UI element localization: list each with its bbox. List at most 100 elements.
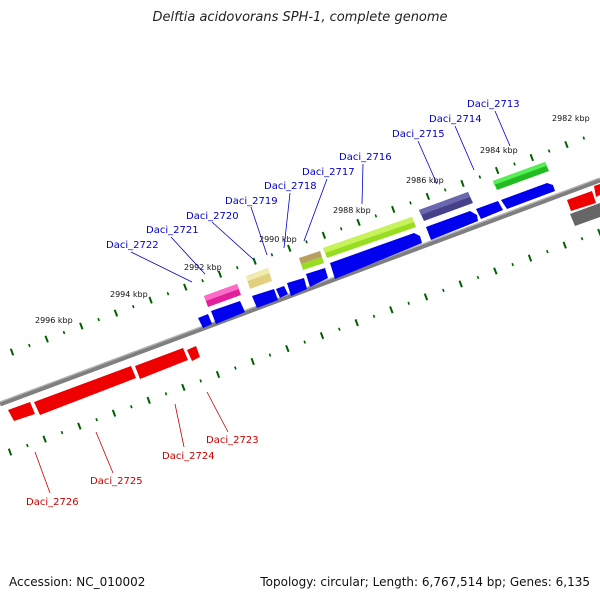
upper-scale-tick (391, 205, 396, 214)
scale-label-2984: 2984 kbp (480, 146, 518, 155)
gene-daci-2722-top (204, 284, 239, 301)
gene-daci-2723[interactable] (187, 346, 200, 361)
label-daci-2722[interactable]: Daci_2722 (106, 240, 159, 251)
leader-daci-2721 (170, 236, 206, 275)
upper-scale-tick (252, 257, 257, 265)
reverse-leader-lines (34, 391, 229, 494)
forward-colored-genes (204, 162, 549, 307)
label-daci-2713[interactable]: Daci_2713 (467, 99, 520, 110)
scale-label-2982: 2982 kbp (552, 114, 590, 123)
forward-gene-5[interactable] (306, 268, 328, 287)
gene-daci-2724[interactable] (135, 348, 188, 379)
forward-gene-7[interactable] (276, 286, 288, 298)
lower-scale-tick (442, 288, 445, 293)
forward-gene-10[interactable] (198, 314, 212, 328)
lower-scale-tick (199, 379, 202, 383)
lower-scale-tick (354, 319, 359, 327)
gene-daci-2717-lower (301, 257, 324, 270)
forward-gene-1[interactable] (501, 183, 555, 209)
upper-scale-tick (356, 218, 361, 226)
label-daci-2719[interactable]: Daci_2719 (225, 196, 278, 207)
upper-scale-tick (235, 266, 239, 270)
lower-scale-tick (407, 301, 410, 305)
forward-gene-6[interactable] (287, 278, 307, 296)
lower-scale-tick (423, 293, 429, 301)
label-daci-2714[interactable]: Daci_2714 (429, 114, 482, 125)
leader-daci-2717 (303, 178, 328, 242)
label-daci-2720[interactable]: Daci_2720 (186, 211, 239, 222)
upper-scale-tick (28, 343, 31, 348)
upper-scale-tick (166, 291, 170, 296)
lower-scale-tick (42, 435, 47, 443)
gene-daci-2726[interactable] (8, 402, 35, 421)
forward-gene-8[interactable] (252, 289, 278, 308)
lower-scale-tick (7, 448, 13, 456)
accession-text: Accession: NC_010002 (9, 575, 146, 589)
scale-label-2988: 2988 kbp (333, 206, 371, 215)
lower-scale-tick (458, 280, 463, 288)
reverse-gene-right-red-2[interactable] (594, 184, 600, 197)
lower-scale-tick (527, 254, 533, 262)
forward-gene-labels: Daci_2713 Daci_2714 Daci_2715 Daci_2716 … (106, 99, 520, 251)
gene-daci-2719-top (246, 268, 270, 281)
lower-scale-tick (546, 249, 549, 254)
leader-daci-2718 (283, 192, 291, 249)
scale-label-2994: 2994 kbp (110, 290, 148, 299)
lower-scale-tick (26, 443, 29, 448)
leader-daci-2713 (494, 110, 511, 147)
reverse-genes (8, 184, 600, 421)
lower-scale-tick (580, 237, 584, 241)
gene-daci-2714-shadow (493, 162, 546, 185)
forward-gene-4[interactable] (330, 233, 422, 279)
lower-scale-tick (389, 306, 394, 314)
upper-scale-tick (44, 335, 49, 343)
lower-scale-tick (493, 267, 498, 275)
lower-scale-tick (234, 366, 237, 370)
label-daci-2725[interactable]: Daci_2725 (90, 476, 143, 487)
upper-scale-tick (287, 244, 292, 252)
upper-scale-tick (132, 304, 135, 309)
upper-scale-tick (148, 296, 153, 304)
lower-scale-tick (476, 275, 480, 280)
reverse-gene-right-red[interactable] (567, 191, 596, 211)
topology-summary: Topology: circular; Length: 6,767,514 bp… (260, 575, 590, 589)
gene-daci-2716-top (323, 217, 414, 253)
upper-scale-tick (270, 253, 274, 257)
label-daci-2721[interactable]: Daci_2721 (146, 225, 199, 236)
label-daci-2724[interactable]: Daci_2724 (162, 451, 215, 462)
reverse-gene-right-grey[interactable] (570, 203, 600, 226)
lower-scale-tick (77, 422, 82, 430)
scale-label-2992: 2992 kbp (184, 263, 222, 272)
lower-scale-tick (319, 332, 325, 340)
upper-scale-tick (62, 330, 66, 335)
lower-tick-row (7, 228, 600, 456)
forward-gene-2[interactable] (476, 201, 503, 219)
label-daci-2716[interactable]: Daci_2716 (339, 152, 392, 163)
label-daci-2723[interactable]: Daci_2723 (206, 435, 259, 446)
gene-daci-2717[interactable] (299, 251, 322, 264)
upper-scale-tick (494, 166, 500, 175)
forward-gene-3[interactable] (426, 211, 478, 240)
leader-daci-2723 (206, 391, 229, 433)
forward-gene-9[interactable] (211, 301, 245, 324)
upper-scale-tick (339, 227, 343, 231)
lower-scale-tick (303, 340, 306, 344)
lower-scale-tick (372, 314, 376, 318)
upper-scale-tick (97, 317, 100, 322)
upper-scale-tick (460, 179, 465, 188)
upper-scale-tick (513, 162, 516, 166)
label-daci-2718[interactable]: Daci_2718 (264, 181, 317, 192)
lower-scale-tick (338, 327, 341, 331)
upper-scale-tick (305, 240, 308, 244)
upper-scale-tick (443, 188, 447, 192)
lower-scale-tick (130, 405, 133, 409)
gene-daci-2725[interactable] (34, 366, 136, 415)
label-daci-2715[interactable]: Daci_2715 (392, 129, 445, 140)
leader-daci-2725 (95, 431, 114, 474)
upper-scale-tick (409, 201, 412, 205)
label-daci-2726[interactable]: Daci_2726 (26, 497, 79, 508)
leader-daci-2716 (361, 163, 364, 205)
label-daci-2717[interactable]: Daci_2717 (302, 167, 355, 178)
leader-daci-2726 (34, 451, 51, 494)
lower-scale-tick (597, 228, 600, 236)
